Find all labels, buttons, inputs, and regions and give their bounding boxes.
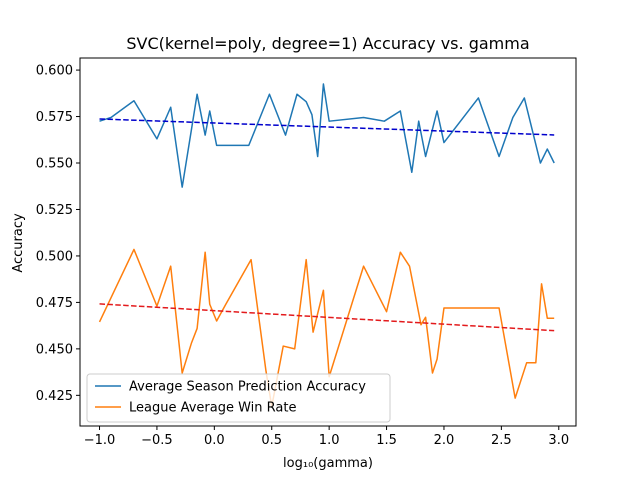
y-tick-label: 0.575 [36,110,73,125]
y-tick-label: 0.475 [36,296,73,311]
x-tick-label: 2.5 [491,433,512,448]
y-tick-label: 0.550 [36,157,73,172]
series-line-0 [99,83,555,188]
x-tick-label: 1.5 [376,433,397,448]
x-axis-label: log₁₀(gamma) [283,456,373,471]
legend-box [86,373,391,423]
x-tick-label: 0.5 [261,433,282,448]
legend: Average Season Prediction Accuracy League… [86,373,391,423]
x-axis: −1.0 −0.5 0.0 0.5 1.0 1.5 2.0 2.5 3.0 [84,426,569,448]
legend-label: Average Season Prediction Accuracy [129,380,366,395]
y-tick-label: 0.450 [36,342,73,357]
trend-line-2 [99,118,555,136]
plot-area [79,57,577,427]
x-tick-label: −1.0 [84,433,116,448]
y-axis: 0.425 0.450 0.475 0.500 0.525 0.550 0.575 0.600 [36,64,80,404]
x-tick-label: 1.0 [319,433,340,448]
chart-title: SVC(kernel=poly, degree=1) Accuracy vs. … [126,34,529,53]
y-tick-label: 0.500 [36,249,73,264]
x-tick-label: 2.0 [434,433,455,448]
x-tick-label: 3.0 [548,433,569,448]
y-tick-label: 0.600 [36,64,73,79]
y-axis-label: Accuracy [11,213,26,273]
y-tick-label: 0.425 [36,389,73,404]
y-tick-label: 0.525 [36,203,73,218]
plot-frame [79,57,577,427]
legend-label: League Average Win Rate [129,401,296,416]
trend-line-3 [99,303,555,332]
x-tick-label: 0.0 [204,433,225,448]
x-tick-label: −0.5 [141,433,173,448]
series-line-1 [98,248,555,408]
